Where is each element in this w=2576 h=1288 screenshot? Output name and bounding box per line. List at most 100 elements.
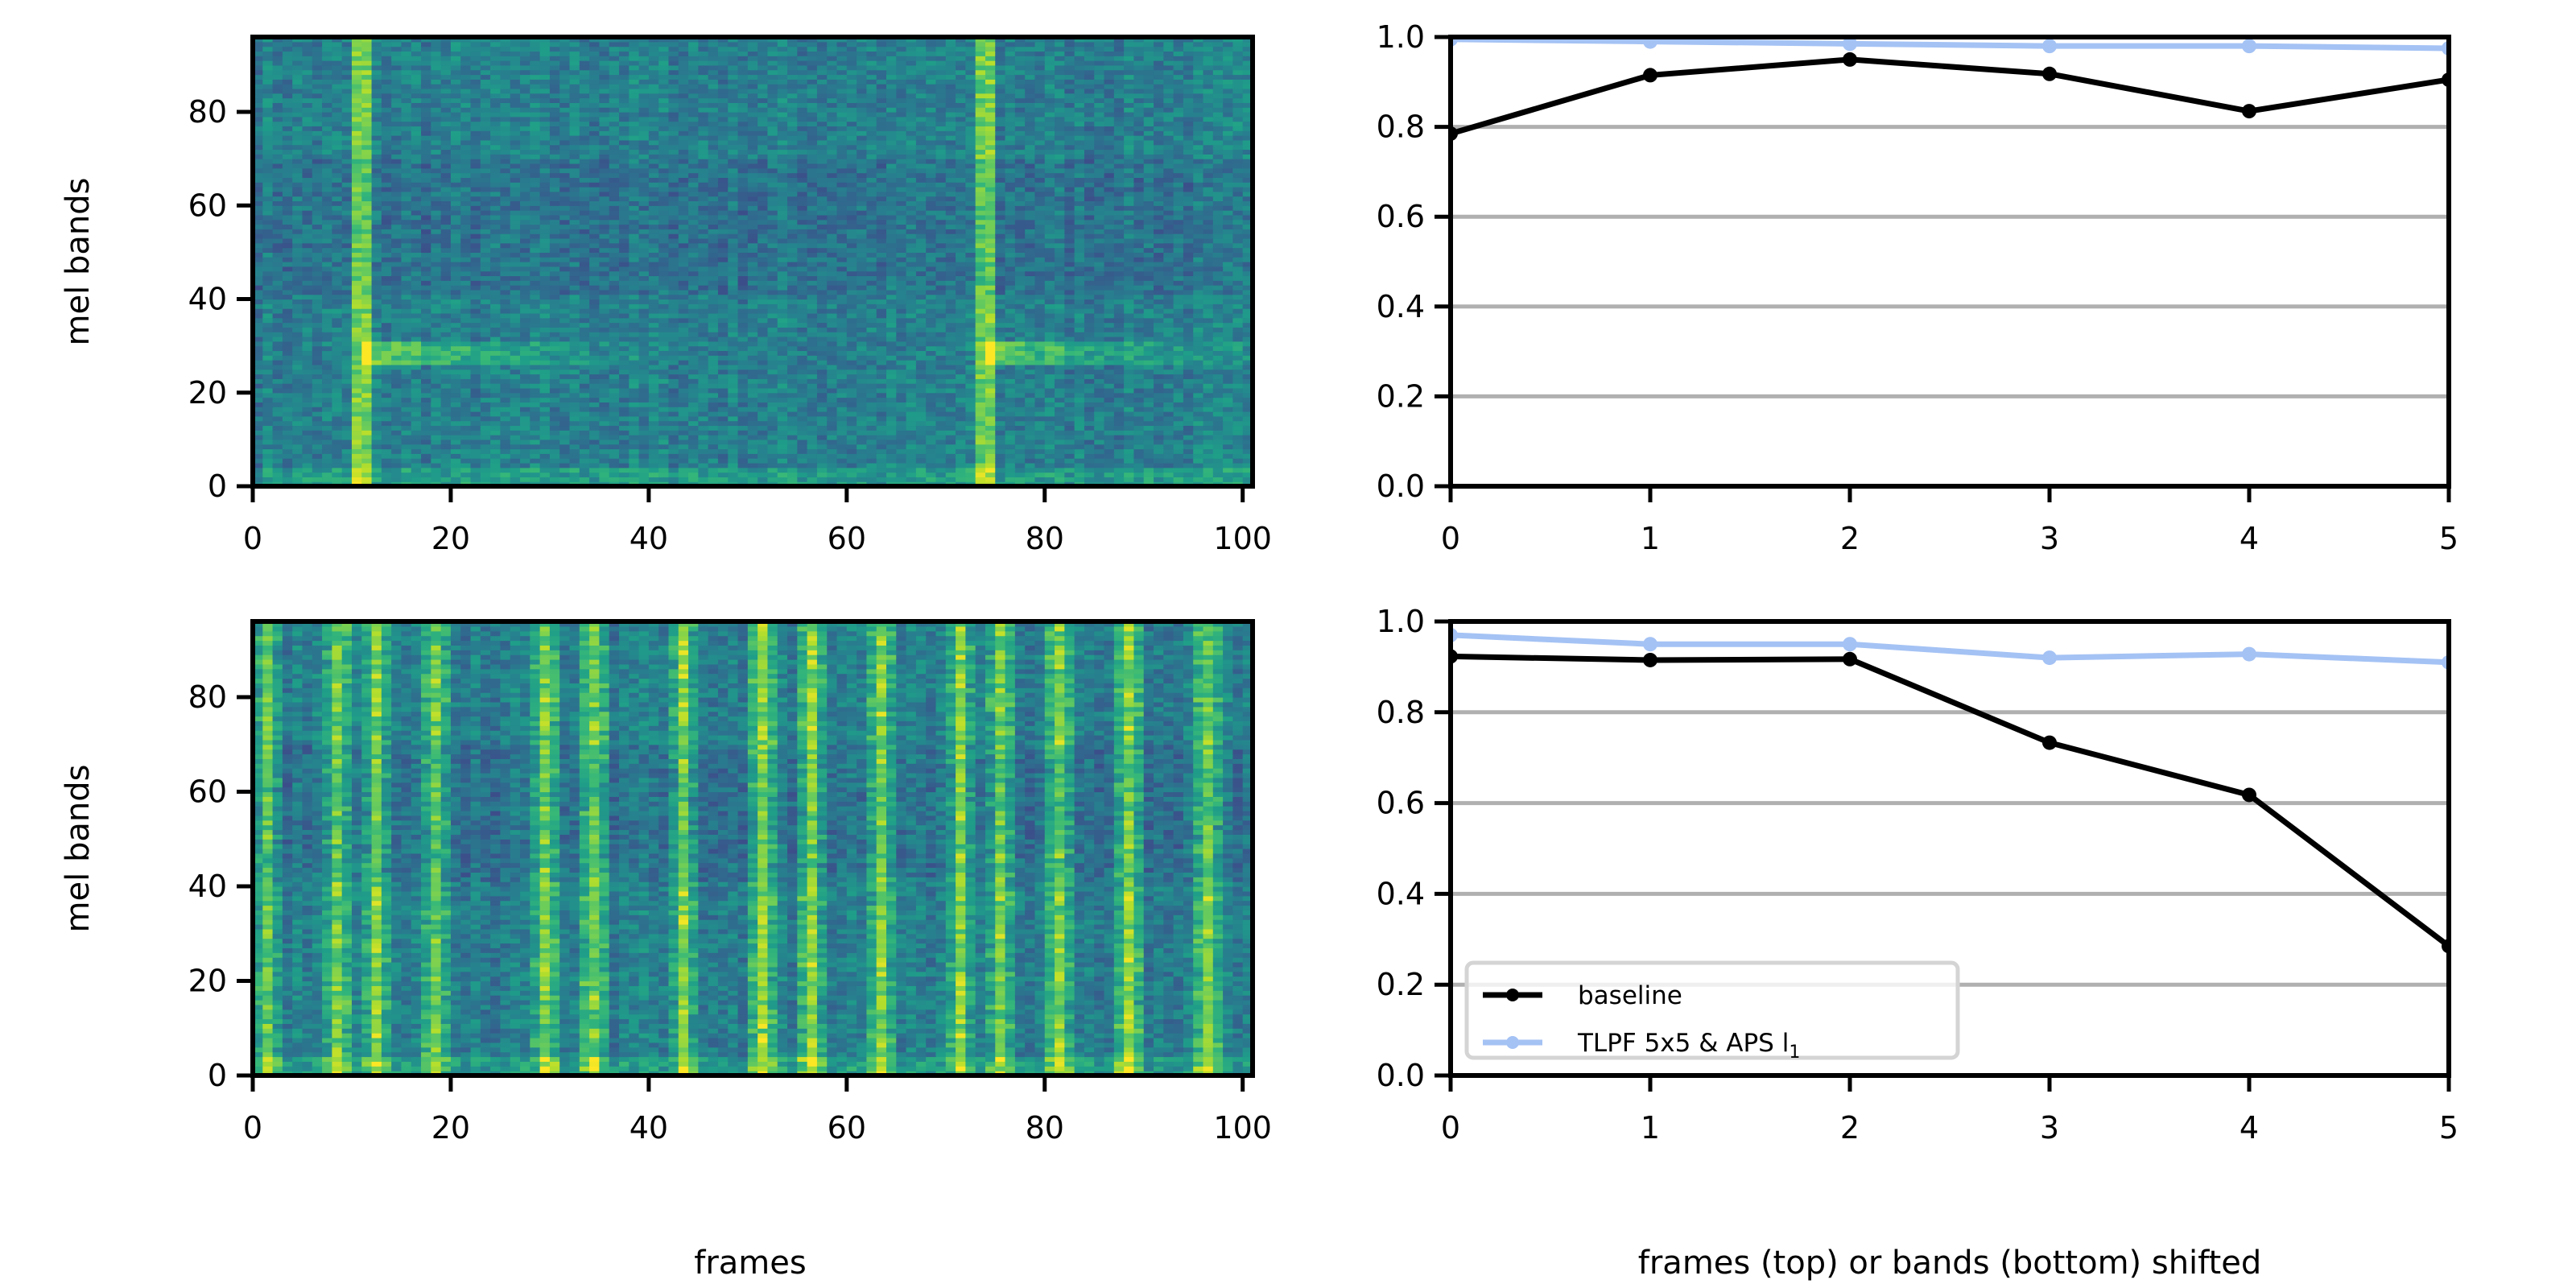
heatmap-cell xyxy=(262,415,274,422)
heatmap-cell xyxy=(510,332,521,337)
heatmap-cell xyxy=(698,462,709,469)
heatmap-cell xyxy=(500,369,511,375)
heatmap-cell xyxy=(381,387,392,394)
heatmap-cell xyxy=(668,420,679,427)
heatmap-cell xyxy=(658,69,670,76)
heatmap-cell xyxy=(470,229,481,234)
heatmap-cell xyxy=(589,407,600,412)
heatmap-cell xyxy=(450,360,461,365)
heatmap-cell xyxy=(648,312,659,319)
heatmap-cell xyxy=(351,46,362,52)
heatmap-cell xyxy=(361,467,373,473)
heatmap-cell xyxy=(747,285,758,291)
heatmap-cell xyxy=(609,364,620,370)
heatmap-cell xyxy=(638,242,650,249)
heatmap-cell xyxy=(717,270,729,277)
heatmap-cell xyxy=(480,299,491,304)
heatmap-cell xyxy=(262,350,274,356)
heatmap-cell xyxy=(658,191,670,197)
heatmap-cell xyxy=(500,229,511,234)
heatmap-cell xyxy=(371,369,382,375)
heatmap-cell xyxy=(618,214,630,221)
heatmap-cell xyxy=(668,205,679,211)
heatmap-cell xyxy=(470,196,481,202)
heatmap-cell xyxy=(401,182,412,188)
heatmap-cell xyxy=(648,345,659,352)
heatmap-cell xyxy=(341,116,353,122)
heatmap-cell xyxy=(322,407,332,412)
heatmap-cell xyxy=(480,187,491,192)
heatmap-cell xyxy=(401,332,412,337)
heatmap-cell xyxy=(658,126,670,131)
heatmap-cell xyxy=(282,154,293,159)
heatmap-cell xyxy=(629,219,640,225)
heatmap-cell xyxy=(530,182,541,188)
heatmap-cell xyxy=(559,51,571,56)
heatmap-cell xyxy=(678,392,689,398)
heatmap-cell xyxy=(569,88,580,94)
heatmap-cell xyxy=(391,430,402,436)
heatmap-cell xyxy=(678,345,689,352)
heatmap-cell xyxy=(728,270,739,277)
heatmap-cell xyxy=(450,214,461,221)
heatmap-cell xyxy=(431,167,442,174)
heatmap-cell xyxy=(262,224,274,229)
heatmap-cell xyxy=(351,84,362,89)
heatmap-cell xyxy=(688,126,699,131)
heatmap-cell xyxy=(361,378,373,384)
heatmap-cell xyxy=(539,121,551,127)
heatmap-cell xyxy=(361,69,373,76)
heatmap-cell xyxy=(559,322,571,328)
heatmap-cell xyxy=(401,102,412,108)
heatmap-cell xyxy=(747,224,758,229)
heatmap-cell xyxy=(480,378,491,384)
heatmap-cell xyxy=(302,341,313,347)
heatmap-cell xyxy=(688,332,699,337)
heatmap-cell xyxy=(341,299,353,304)
heatmap-cell xyxy=(440,415,452,422)
heatmap-cell xyxy=(490,205,502,211)
heatmap-cell xyxy=(629,37,640,43)
heatmap-cell xyxy=(322,369,332,375)
heatmap-cell xyxy=(717,41,729,47)
heatmap-cell xyxy=(253,467,263,473)
heatmap-cell xyxy=(728,121,739,127)
heatmap-cell xyxy=(688,97,699,103)
heatmap-cell xyxy=(549,159,560,164)
heatmap-cell xyxy=(569,280,580,286)
heatmap-cell xyxy=(678,322,689,328)
heatmap-cell xyxy=(728,237,739,244)
heatmap-cell xyxy=(539,210,551,216)
heatmap-cell xyxy=(361,64,373,71)
heatmap-cell xyxy=(717,205,729,211)
heatmap-cell xyxy=(292,69,303,76)
heatmap-cell xyxy=(480,112,491,118)
heatmap-cell xyxy=(589,275,600,281)
heatmap-cell xyxy=(490,139,502,146)
heatmap-cell xyxy=(589,378,600,384)
heatmap-cell xyxy=(688,252,699,258)
heatmap-cell xyxy=(431,205,442,211)
heatmap-cell xyxy=(618,308,630,314)
heatmap-cell xyxy=(371,415,382,422)
heatmap-cell xyxy=(668,392,679,398)
heatmap-cell xyxy=(272,88,283,94)
heatmap-cell xyxy=(401,453,412,459)
heatmap-cell xyxy=(737,308,749,314)
heatmap-cell xyxy=(658,402,670,407)
heatmap-cell xyxy=(520,187,530,192)
heatmap-cell xyxy=(440,135,452,141)
heatmap-cell xyxy=(292,364,303,370)
heatmap-cell xyxy=(747,430,758,436)
heatmap-cell xyxy=(450,317,461,324)
heatmap-cell xyxy=(440,74,452,80)
heatmap-cell xyxy=(569,462,580,469)
heatmap-cell xyxy=(312,448,323,454)
heatmap-cell xyxy=(579,262,590,267)
heatmap-cell xyxy=(421,187,431,192)
heatmap-cell xyxy=(302,415,313,422)
heatmap-cell xyxy=(668,430,679,436)
heatmap-cell xyxy=(589,453,600,459)
heatmap-cell xyxy=(253,139,263,146)
heatmap-cell xyxy=(312,46,323,52)
